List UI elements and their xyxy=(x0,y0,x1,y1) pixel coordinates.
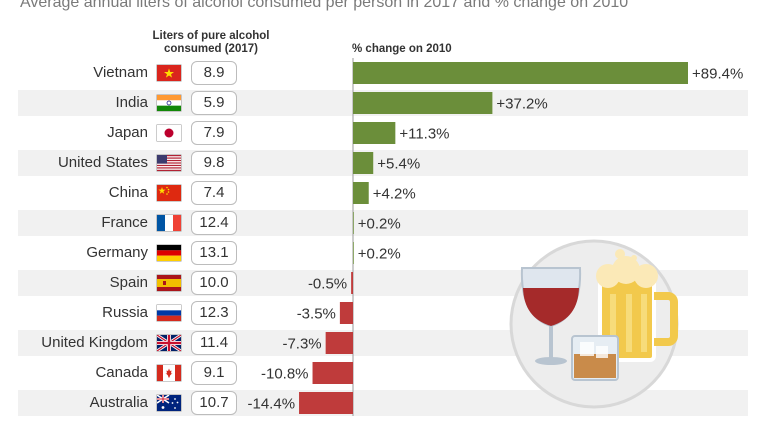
country-label-spain: Spain xyxy=(109,274,148,291)
liters-value-canada: 9.1 xyxy=(191,361,237,385)
vietnam-flag-icon xyxy=(157,65,181,81)
liters-value-china: 7.4 xyxy=(191,181,237,205)
data-label-france: +0.2% xyxy=(358,216,401,233)
chart-subtitle: Average annual liters of alcohol consume… xyxy=(20,0,629,11)
row-band xyxy=(18,150,748,176)
country-label-germany: Germany xyxy=(86,244,148,261)
liters-value-united-kingdom: 11.4 xyxy=(191,331,237,355)
country-label-russia: Russia xyxy=(102,304,148,321)
drinks-illustration xyxy=(509,239,679,409)
country-label-india: India xyxy=(115,94,148,111)
country-label-canada: Canada xyxy=(95,364,148,381)
data-label-united-kingdom: -7.3% xyxy=(282,336,321,353)
liters-value-spain: 10.0 xyxy=(191,271,237,295)
india-flag-icon xyxy=(157,95,181,111)
data-label-canada: -10.8% xyxy=(261,366,309,383)
data-label-china: +4.2% xyxy=(373,186,416,203)
data-label-vietnam: +89.4% xyxy=(692,66,743,83)
liters-value-australia: 10.7 xyxy=(191,391,237,415)
russia-flag-icon xyxy=(157,305,181,321)
australia-flag-icon xyxy=(157,395,181,411)
bar-japan xyxy=(353,122,396,144)
liters-column-header: Liters of pure alcohol consumed (2017) xyxy=(152,30,270,55)
liters-value-vietnam: 8.9 xyxy=(191,61,237,85)
bar-vietnam xyxy=(353,62,688,84)
usa-flag-icon xyxy=(157,155,181,171)
row-band xyxy=(18,210,748,236)
spain-flag-icon xyxy=(157,275,181,291)
country-label-france: France xyxy=(101,214,148,231)
bar-united-kingdom xyxy=(325,332,353,354)
japan-flag-icon xyxy=(157,125,181,141)
data-label-germany: +0.2% xyxy=(358,246,401,263)
data-label-united-states: +5.4% xyxy=(377,156,420,173)
bar-france xyxy=(353,212,354,234)
data-label-japan: +11.3% xyxy=(399,126,449,143)
liters-value-france: 12.4 xyxy=(191,211,237,235)
china-flag-icon xyxy=(157,185,181,201)
country-label-vietnam: Vietnam xyxy=(93,64,148,81)
country-label-china: China xyxy=(108,184,148,201)
liters-value-united-states: 9.8 xyxy=(191,151,237,175)
change-column-header: % change on 2010 xyxy=(352,43,452,55)
data-label-australia: -14.4% xyxy=(248,396,296,413)
bar-australia xyxy=(299,392,353,414)
country-label-united-kingdom: United Kingdom xyxy=(41,334,148,351)
data-label-india: +37.2% xyxy=(496,96,547,113)
bar-germany xyxy=(353,242,354,264)
bar-russia xyxy=(339,302,353,324)
country-label-australia: Australia xyxy=(89,394,148,411)
liters-value-russia: 12.3 xyxy=(191,301,237,325)
canada-flag-icon xyxy=(157,365,181,381)
germany-flag-icon xyxy=(157,245,181,261)
bar-canada xyxy=(312,362,353,384)
data-label-russia: -3.5% xyxy=(297,306,336,323)
bar-china xyxy=(353,182,369,204)
bar-united-states xyxy=(353,152,374,174)
liters-value-germany: 13.1 xyxy=(191,241,237,265)
bar-spain xyxy=(351,272,353,294)
france-flag-icon xyxy=(157,215,181,231)
bar-india xyxy=(353,92,493,114)
country-label-japan: Japan xyxy=(107,124,148,141)
liters-value-japan: 7.9 xyxy=(191,121,237,145)
country-label-united-states: United States xyxy=(57,154,148,171)
liters-value-india: 5.9 xyxy=(191,91,237,115)
data-label-spain: -0.5% xyxy=(308,276,347,293)
uk-flag-icon xyxy=(157,335,181,351)
